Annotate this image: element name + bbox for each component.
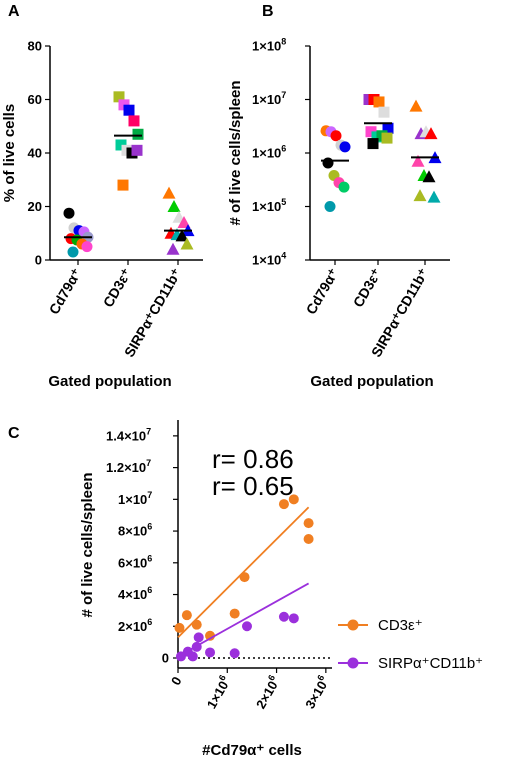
data-point	[367, 138, 379, 150]
data-point	[115, 139, 127, 151]
y-tick-label: 0	[162, 651, 169, 666]
data-point	[174, 622, 185, 633]
category-label: Cd79α⁺	[303, 266, 342, 318]
y-tick-label: 1×104	[252, 251, 286, 268]
data-point	[278, 611, 289, 622]
y-tick-label: 80	[28, 39, 42, 54]
panel-letter-b: B	[262, 3, 274, 20]
data-point	[205, 647, 216, 658]
y-tick-label: 1×108	[252, 37, 286, 54]
data-point	[177, 216, 191, 229]
y-axis-title: # of live cells/spleen	[79, 472, 96, 617]
data-point	[180, 237, 194, 250]
y-tick-label: 20	[28, 199, 42, 214]
data-point	[113, 91, 125, 103]
category-label: CD3ε⁺	[100, 266, 135, 310]
data-point	[322, 157, 334, 169]
data-point	[181, 610, 192, 621]
data-point	[413, 189, 427, 202]
x-axis-title: #Cd79α⁺ cells	[202, 742, 302, 759]
data-point	[365, 126, 377, 138]
data-point	[241, 621, 252, 632]
data-point	[229, 608, 240, 619]
panel-letter-c: C	[8, 425, 20, 442]
data-point	[373, 96, 385, 108]
data-point	[422, 170, 436, 183]
data-point	[131, 144, 143, 156]
chart-panel-c: 0 2×106 4×106 6×106 8×106 1×107 1.2×107 1.4×107…	[79, 420, 332, 759]
panel-letter-a: A	[8, 3, 20, 20]
data-point	[166, 242, 180, 255]
y-tick-label: 0	[35, 253, 42, 268]
data-point	[123, 104, 135, 116]
y-tick-label: 8×106	[118, 522, 152, 539]
data-point	[67, 246, 79, 258]
category-label: CD3ε⁺	[350, 266, 385, 310]
data-point	[128, 115, 140, 127]
data-point	[167, 200, 181, 212]
x-axis-title: Gated population	[48, 373, 171, 390]
x-tick-label: 0	[168, 674, 185, 688]
legend-label: SIRPα⁺CD11b⁺	[378, 655, 483, 672]
data-point	[330, 130, 342, 142]
x-tick-label: 1×106	[202, 673, 234, 711]
data-point	[191, 641, 202, 652]
data-point	[381, 132, 393, 144]
y-axis-title: % of live cells	[1, 104, 18, 202]
y-tick-label: 6×106	[118, 553, 152, 570]
data-point	[117, 179, 129, 191]
data-point	[303, 534, 314, 544]
chart-panel-b: 1×104 1×105 1×106 1×107 1×108 # of live cells…	[227, 37, 450, 390]
legend: CD3ε⁺ SIRPα⁺CD11b⁺	[338, 617, 483, 672]
data-point	[382, 122, 394, 134]
y-tick-label: 1×107	[118, 490, 152, 507]
data-point	[229, 648, 240, 659]
data-point	[288, 494, 299, 505]
data-point	[288, 613, 299, 624]
correlation-annotation: r= 0.65	[212, 471, 294, 501]
x-axis-title: Gated population	[310, 373, 433, 390]
category-label: Cd79α⁺	[46, 266, 85, 318]
data-point	[411, 154, 425, 167]
y-tick-label: 1.2×107	[106, 458, 151, 475]
y-tick-label: 2×106	[118, 617, 152, 634]
y-tick-label: 1.4×107	[106, 426, 151, 443]
data-point	[187, 651, 198, 662]
data-point	[338, 181, 350, 193]
data-point	[339, 141, 351, 153]
data-point	[193, 632, 204, 643]
data-point	[278, 499, 289, 510]
data-point	[205, 630, 216, 641]
y-tick-label: 40	[28, 146, 42, 161]
data-point	[424, 127, 438, 140]
data-point	[191, 619, 202, 630]
y-tick-label: 1×105	[252, 197, 286, 214]
legend-marker	[347, 619, 359, 631]
data-point	[175, 229, 189, 242]
data-point	[162, 186, 176, 199]
y-tick-label: 1×106	[252, 144, 286, 161]
y-tick-label: 60	[28, 92, 42, 107]
x-tick-label: 2×106	[251, 673, 283, 711]
x-tick-label: 3×106	[301, 673, 333, 711]
legend-marker	[347, 657, 359, 669]
data-point	[303, 518, 314, 529]
data-point	[239, 572, 250, 583]
y-tick-label: 1×107	[252, 90, 286, 107]
data-point	[378, 106, 390, 118]
correlation-annotation: r= 0.86	[212, 444, 294, 474]
data-point	[81, 241, 93, 253]
data-point	[324, 201, 336, 212]
data-point	[409, 99, 423, 112]
data-point	[427, 190, 441, 203]
data-point	[132, 128, 144, 140]
data-point	[63, 207, 75, 219]
legend-label: CD3ε⁺	[378, 617, 423, 634]
y-axis-title: # of live cells/spleen	[227, 80, 244, 225]
y-tick-label: 4×106	[118, 585, 152, 602]
